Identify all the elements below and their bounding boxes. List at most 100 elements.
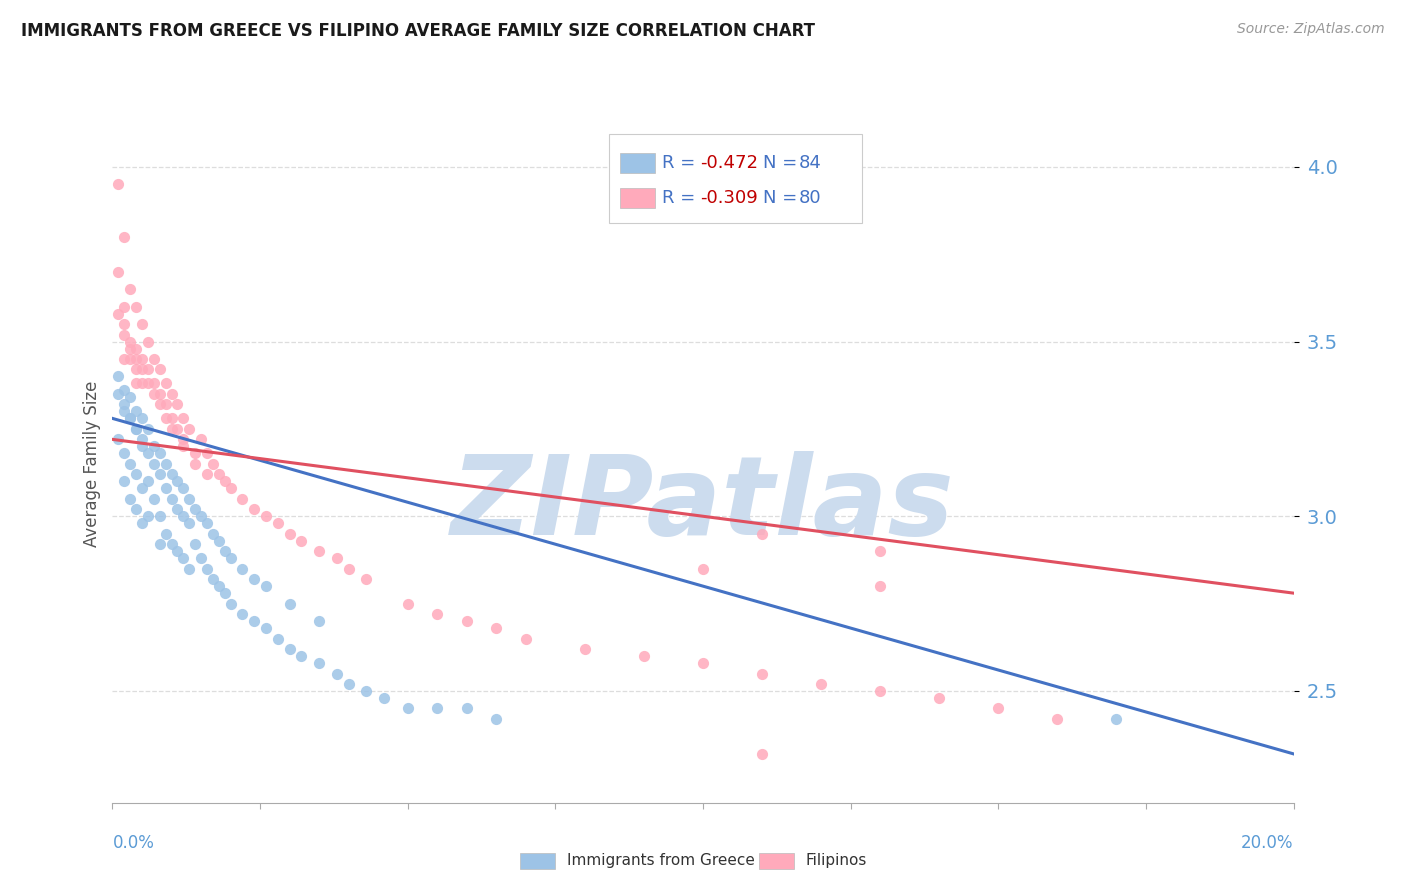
Point bbox=[356, 684, 378, 698]
Point bbox=[308, 544, 330, 558]
Point bbox=[136, 446, 159, 460]
Point bbox=[485, 621, 508, 635]
Point bbox=[142, 351, 165, 366]
Text: R =: R = bbox=[662, 154, 702, 172]
Point bbox=[267, 516, 290, 531]
Point bbox=[136, 376, 159, 391]
Point bbox=[125, 404, 148, 418]
Point bbox=[142, 457, 165, 471]
Point bbox=[120, 491, 142, 506]
Point bbox=[120, 411, 142, 425]
Point bbox=[125, 376, 148, 391]
Point bbox=[219, 551, 242, 566]
Point bbox=[190, 433, 212, 447]
Point bbox=[179, 422, 201, 436]
Point bbox=[155, 411, 177, 425]
Text: Immigrants from Greece: Immigrants from Greece bbox=[567, 854, 755, 868]
Point bbox=[125, 422, 148, 436]
Point bbox=[155, 457, 177, 471]
Point bbox=[243, 614, 266, 628]
Point bbox=[184, 446, 207, 460]
Point bbox=[195, 446, 218, 460]
Point bbox=[131, 481, 153, 495]
Point bbox=[120, 282, 142, 296]
Text: ZIPatlas: ZIPatlas bbox=[451, 451, 955, 558]
Point bbox=[142, 387, 165, 401]
Point bbox=[243, 502, 266, 516]
Point bbox=[356, 572, 378, 586]
Point bbox=[201, 457, 224, 471]
Point bbox=[131, 411, 153, 425]
Point bbox=[195, 562, 218, 576]
Point bbox=[166, 422, 188, 436]
Point bbox=[190, 509, 212, 524]
Text: N =: N = bbox=[763, 189, 803, 207]
Point bbox=[426, 701, 449, 715]
Point bbox=[125, 342, 148, 356]
Point bbox=[136, 334, 159, 349]
Point bbox=[290, 533, 312, 548]
Point bbox=[149, 387, 172, 401]
Point bbox=[208, 533, 231, 548]
Point bbox=[155, 526, 177, 541]
Point bbox=[201, 526, 224, 541]
Point bbox=[201, 572, 224, 586]
Point bbox=[125, 467, 148, 482]
Point bbox=[125, 502, 148, 516]
Point bbox=[179, 516, 201, 531]
Point bbox=[107, 433, 129, 447]
Point bbox=[869, 544, 891, 558]
Point bbox=[125, 351, 148, 366]
Point bbox=[928, 690, 950, 705]
Point bbox=[396, 597, 419, 611]
Point bbox=[869, 684, 891, 698]
Point bbox=[149, 397, 172, 411]
Text: N =: N = bbox=[763, 154, 803, 172]
Point bbox=[166, 475, 188, 489]
Point bbox=[426, 607, 449, 621]
Text: Source: ZipAtlas.com: Source: ZipAtlas.com bbox=[1237, 22, 1385, 37]
Point bbox=[219, 481, 242, 495]
Point bbox=[107, 265, 129, 279]
Point bbox=[155, 397, 177, 411]
Point bbox=[120, 342, 142, 356]
Point bbox=[337, 677, 360, 691]
Point bbox=[485, 712, 508, 726]
Point bbox=[195, 516, 218, 531]
Point bbox=[112, 300, 135, 314]
Point bbox=[149, 509, 172, 524]
Point bbox=[337, 562, 360, 576]
Point bbox=[142, 491, 165, 506]
Point bbox=[120, 411, 142, 425]
Point bbox=[184, 457, 207, 471]
Point bbox=[243, 572, 266, 586]
Point bbox=[987, 701, 1010, 715]
Point bbox=[166, 502, 188, 516]
Text: 84: 84 bbox=[799, 154, 821, 172]
Point bbox=[131, 439, 153, 453]
Point bbox=[574, 642, 596, 657]
Point bbox=[267, 632, 290, 646]
Point bbox=[231, 562, 253, 576]
Point bbox=[326, 666, 349, 681]
Point bbox=[136, 509, 159, 524]
Point bbox=[112, 397, 135, 411]
Point bbox=[112, 446, 135, 460]
Point bbox=[456, 701, 478, 715]
Point bbox=[160, 537, 183, 551]
Text: -0.472: -0.472 bbox=[700, 154, 758, 172]
Point bbox=[278, 526, 301, 541]
Point bbox=[125, 362, 148, 376]
Point bbox=[326, 551, 349, 566]
Point bbox=[184, 537, 207, 551]
Point bbox=[208, 467, 231, 482]
Point bbox=[120, 334, 142, 349]
Point bbox=[308, 614, 330, 628]
Point bbox=[214, 544, 236, 558]
Point bbox=[149, 446, 172, 460]
Point bbox=[131, 317, 153, 331]
Point bbox=[179, 562, 201, 576]
Point bbox=[107, 369, 129, 384]
Point bbox=[278, 597, 301, 611]
Point bbox=[136, 475, 159, 489]
